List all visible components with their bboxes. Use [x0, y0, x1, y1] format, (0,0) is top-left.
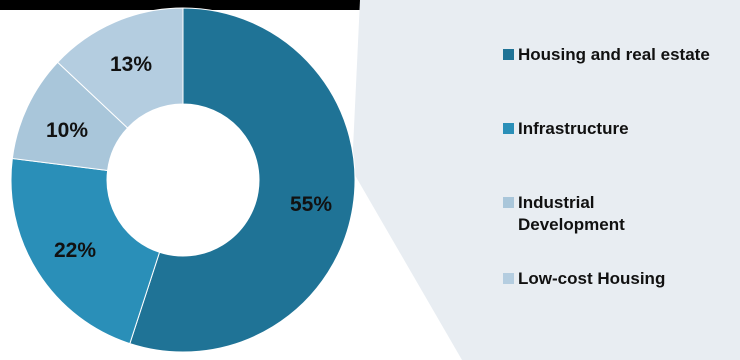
- legend-item-low-cost: Low-cost Housing: [503, 268, 665, 290]
- donut-labels: 55% 22% 10% 13%: [46, 53, 332, 262]
- legend-label-industrial: Industrial Development: [518, 193, 625, 234]
- legend-item-infrastructure: Infrastructure: [503, 118, 629, 140]
- slice-label-low-cost: 13%: [110, 53, 152, 76]
- slice-label-infrastructure: 22%: [54, 239, 96, 262]
- slice-infrastructure: [10, 157, 161, 345]
- legend-swatch-infrastructure: [503, 123, 514, 134]
- slice-low-cost: [56, 7, 184, 129]
- legend-swatch-industrial: [503, 197, 514, 208]
- legend-label-infrastructure: Infrastructure: [518, 119, 629, 138]
- legend-item-industrial: Industrial Development: [503, 192, 643, 236]
- legend-swatch-housing: [503, 49, 514, 60]
- header-bar: [0, 0, 604, 10]
- legend-item-housing: Housing and real estate: [503, 44, 710, 66]
- legend-label-low-cost: Low-cost Housing: [518, 269, 666, 288]
- legend-label-housing: Housing and real estate: [518, 45, 710, 64]
- donut-slices: [10, 7, 356, 353]
- slice-label-industrial: 10%: [46, 119, 88, 142]
- callout-panel: [352, 0, 740, 360]
- legend-swatch-low-cost: [503, 273, 514, 284]
- slice-label-housing: 55%: [290, 193, 332, 216]
- slice-housing: [129, 7, 356, 353]
